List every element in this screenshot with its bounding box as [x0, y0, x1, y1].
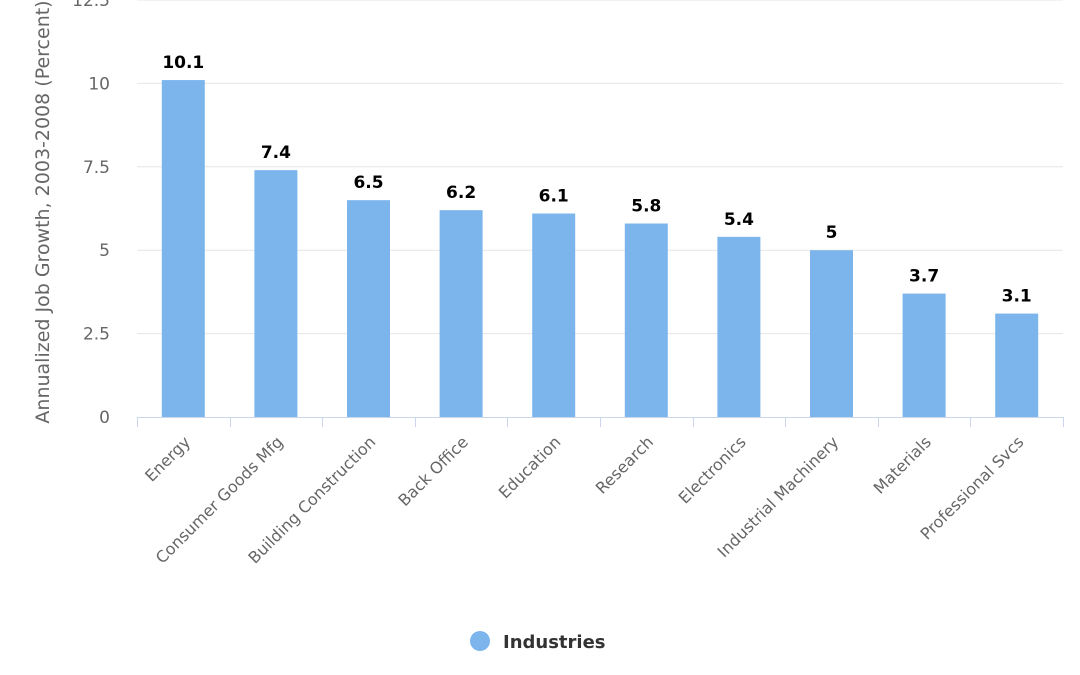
x-tick-label: Materials	[870, 432, 935, 497]
bar[interactable]	[161, 80, 205, 418]
bar[interactable]	[810, 250, 853, 417]
data-label: 5.8	[631, 197, 661, 217]
data-label: 7.4	[261, 143, 291, 163]
data-label: 5.4	[724, 210, 754, 230]
data-label: 6.1	[539, 187, 569, 207]
bar[interactable]	[995, 313, 1039, 417]
bar[interactable]	[717, 236, 761, 417]
data-labels: 10.1 7.4 6.5 6.2 6.1 5.8 5.4 5 3.7 3.1	[162, 53, 1031, 307]
y-tick-label: 5	[99, 241, 110, 261]
bar[interactable]	[532, 213, 576, 417]
bars	[161, 80, 1039, 418]
x-tick-label: Research	[592, 432, 657, 497]
x-axis	[137, 417, 1064, 427]
y-axis-title: Annualized Job Growth, 2003-2008 (Percen…	[32, 0, 54, 423]
y-tick-label: 7.5	[83, 158, 110, 178]
data-label: 5	[826, 223, 838, 243]
bar[interactable]	[439, 210, 483, 417]
x-tick-label: Professional Svcs	[917, 432, 1028, 543]
y-axis: 0 2.5 5 7.5 10 12.5	[72, 0, 110, 428]
y-tick-label: 2.5	[83, 325, 110, 345]
x-tick-label: Energy	[141, 432, 194, 485]
data-label: 6.2	[446, 183, 476, 203]
data-label: 6.5	[353, 173, 383, 193]
bar[interactable]	[347, 200, 390, 417]
x-tick-label: Electronics	[675, 432, 750, 507]
bar[interactable]	[254, 170, 298, 417]
legend[interactable]: Industries	[470, 631, 606, 653]
legend-label[interactable]: Industries	[503, 632, 606, 653]
data-label: 3.7	[909, 267, 939, 287]
data-label: 3.1	[1002, 287, 1032, 307]
bar[interactable]	[624, 223, 668, 417]
y-tick-label: 10	[88, 74, 110, 94]
y-tick-label: 12.5	[72, 0, 110, 11]
x-tick-label: Education	[495, 432, 565, 502]
x-tick-label: Back Office	[394, 432, 472, 510]
data-label: 10.1	[162, 53, 204, 73]
bar[interactable]	[902, 293, 946, 417]
legend-symbol[interactable]	[470, 631, 490, 651]
y-tick-label: 0	[99, 408, 110, 428]
